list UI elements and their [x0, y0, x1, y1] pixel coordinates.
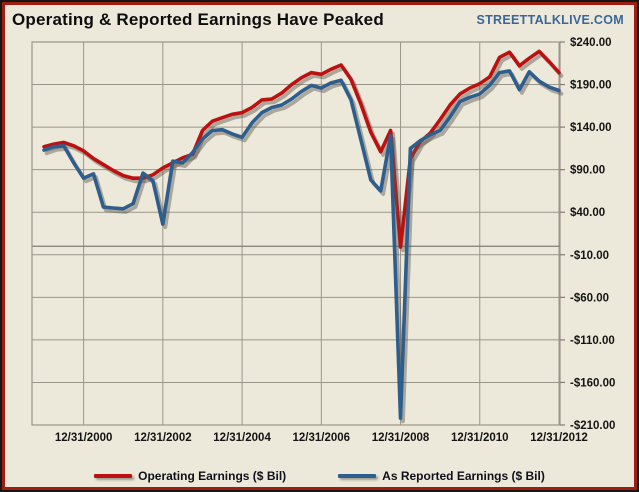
y-axis-label: -$60.00	[570, 292, 609, 304]
site-brand-link[interactable]: STREETTALKLIVE.COM	[476, 13, 624, 27]
x-axis-label: 12/31/2004	[213, 432, 271, 444]
reported-line-swatch	[338, 474, 377, 478]
legend-label-reported: As Reported Earnings ($ Bil)	[382, 469, 545, 483]
series-line-shadow	[44, 52, 564, 253]
y-axis-label: $40.00	[570, 207, 605, 219]
chart-legend: Operating Earnings ($ Bil) As Reported E…	[2, 469, 637, 483]
chart-title: Operating & Reported Earnings Have Peake…	[12, 10, 384, 29]
x-axis-label: 12/31/2002	[134, 432, 192, 444]
plot-frame	[31, 41, 561, 426]
x-axis-label: 12/31/2008	[372, 432, 430, 444]
series-line	[42, 49, 561, 249]
series-line-shadow	[44, 72, 564, 424]
y-axis-label: -$110.00	[570, 335, 615, 347]
y-axis-label: $90.00	[570, 165, 605, 177]
x-axis-label: 12/31/2012	[530, 432, 588, 444]
y-axis-label: -$210.00	[570, 420, 615, 432]
x-axis-label: 12/31/2006	[293, 432, 351, 444]
operating-line-swatch	[94, 474, 133, 478]
x-axis-label: 12/31/2010	[451, 432, 509, 444]
y-axis-label: $190.00	[570, 80, 612, 92]
y-axis-label: -$10.00	[570, 250, 609, 262]
legend-item-operating: Operating Earnings ($ Bil)	[94, 469, 286, 483]
legend-item-reported: As Reported Earnings ($ Bil)	[338, 469, 545, 483]
x-axis-label: 12/31/2000	[55, 432, 113, 444]
legend-label-operating: Operating Earnings ($ Bil)	[138, 469, 287, 483]
y-axis-label: $240.00	[570, 37, 612, 49]
y-axis-label: $140.00	[570, 122, 612, 134]
y-axis-label: -$160.00	[570, 377, 615, 389]
series-line	[42, 69, 561, 421]
